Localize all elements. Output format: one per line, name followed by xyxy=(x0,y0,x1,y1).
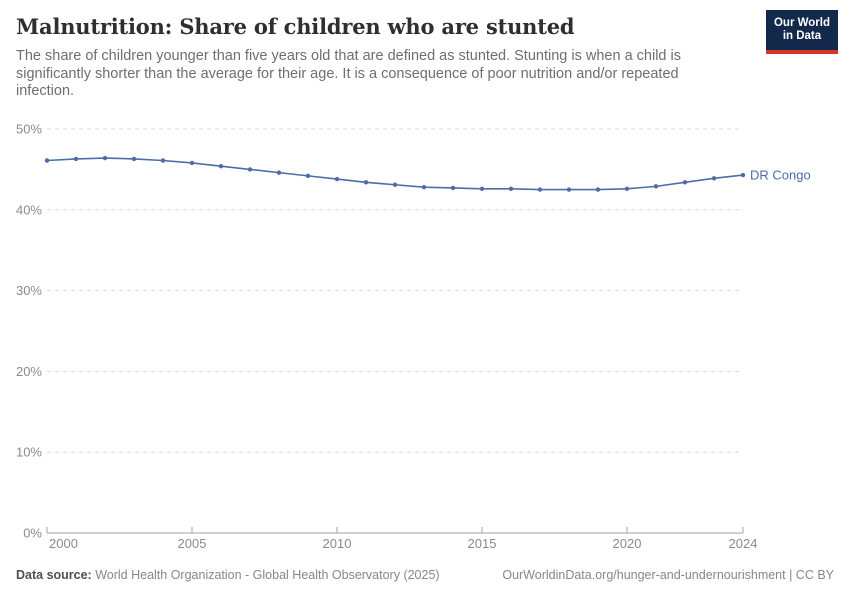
data-point-2007 xyxy=(247,167,253,172)
y-tick-label-40: 40% xyxy=(16,202,42,217)
data-point-2006 xyxy=(218,163,224,169)
data-point-2017 xyxy=(537,187,543,192)
data-point-2000 xyxy=(44,158,50,163)
data-point-2008 xyxy=(276,170,282,175)
owid-logo-line2: in Data xyxy=(782,30,822,42)
data-point-2021 xyxy=(653,184,659,189)
y-tick-label-20: 20% xyxy=(16,364,42,379)
data-point-2009 xyxy=(305,173,311,179)
x-tick-label-2015: 2015 xyxy=(468,536,497,551)
series-label: DR Congo xyxy=(750,168,811,183)
owid-logo-text: Our World in Data xyxy=(774,17,830,43)
data-point-2013 xyxy=(421,184,427,190)
data-point-2020 xyxy=(624,186,630,191)
data-point-2024 xyxy=(740,172,746,178)
x-tick-label-2000: 2000 xyxy=(49,536,78,551)
data-point-2015 xyxy=(479,186,485,191)
data-point-2011 xyxy=(363,180,369,185)
chart-subtitle: The share of children younger than five … xyxy=(16,48,681,100)
data-point-2022 xyxy=(682,180,688,185)
data-point-2012 xyxy=(392,182,398,187)
data-point-2003 xyxy=(131,156,137,162)
y-tick-label-50: 50% xyxy=(16,122,42,137)
y-tick-label-10: 10% xyxy=(16,445,42,460)
data-point-2019 xyxy=(595,187,601,192)
data-point-2023 xyxy=(711,176,717,181)
x-tick-label-2020: 2020 xyxy=(613,536,642,551)
x-tick-label-2010: 2010 xyxy=(323,536,352,551)
x-tick-label-2024: 2024 xyxy=(729,536,758,551)
owid-logo: Our World in Data xyxy=(766,10,838,54)
page-title: Malnutrition: Share of children who are … xyxy=(16,14,575,39)
data-point-2002 xyxy=(102,155,108,161)
chart-footer: Data source: World Health Organization -… xyxy=(16,568,834,582)
data-point-2010 xyxy=(334,176,340,182)
data-point-2016 xyxy=(508,186,514,191)
data-point-2014 xyxy=(450,185,456,191)
y-tick-label-30: 30% xyxy=(16,283,42,298)
data-point-2005 xyxy=(189,160,195,166)
data-point-2004 xyxy=(160,158,166,163)
data-source-text: World Health Organization - Global Healt… xyxy=(91,568,440,582)
data-source: Data source: World Health Organization -… xyxy=(16,568,440,582)
data-point-2018 xyxy=(566,187,572,192)
owid-logo-line1: Our World xyxy=(773,16,830,29)
data-point-2001 xyxy=(73,156,79,162)
chart-header: Malnutrition: Share of children who are … xyxy=(16,14,834,101)
data-source-label: Data source: xyxy=(16,568,92,582)
y-tick-label-0: 0% xyxy=(23,526,42,541)
owid-link: OurWorldinData.org/hunger-and-undernouri… xyxy=(502,568,834,582)
x-tick-label-2005: 2005 xyxy=(178,536,207,551)
